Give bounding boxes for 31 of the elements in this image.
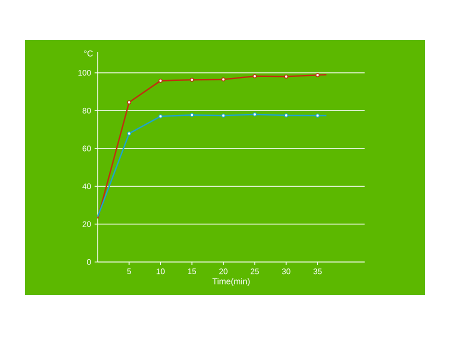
point — [316, 114, 320, 118]
y-tick-label: 20 — [82, 221, 91, 227]
point — [158, 114, 163, 118]
y-tick-label: 80 — [82, 108, 91, 114]
x-tick-label: 30 — [282, 268, 290, 274]
point — [284, 74, 288, 79]
x-tick-label: 20 — [219, 268, 228, 274]
point — [252, 112, 257, 116]
point — [284, 113, 288, 118]
line-series — [97, 112, 328, 218]
x-axis-title: Time(min) — [212, 278, 250, 286]
point — [252, 74, 257, 78]
point — [127, 132, 132, 136]
y-tick-label: 40 — [82, 183, 91, 190]
x-tick-label: 35 — [313, 268, 322, 274]
point — [316, 73, 320, 78]
point — [221, 114, 226, 118]
y-tick-label: 60 — [82, 146, 91, 152]
x-tick-label: 10 — [156, 268, 165, 274]
y-tick-label: 100 — [78, 70, 91, 76]
point — [221, 77, 226, 82]
line-series — [97, 73, 328, 220]
point — [158, 78, 163, 83]
x-tick-label: 25 — [250, 268, 259, 274]
point — [127, 100, 132, 104]
x-tick-label: 5 — [127, 268, 131, 274]
point — [190, 113, 194, 117]
x-tick-label: 15 — [188, 268, 196, 274]
y-axis-title: °C — [84, 50, 93, 56]
y-tick-label: 0 — [87, 259, 91, 265]
point — [190, 78, 194, 82]
